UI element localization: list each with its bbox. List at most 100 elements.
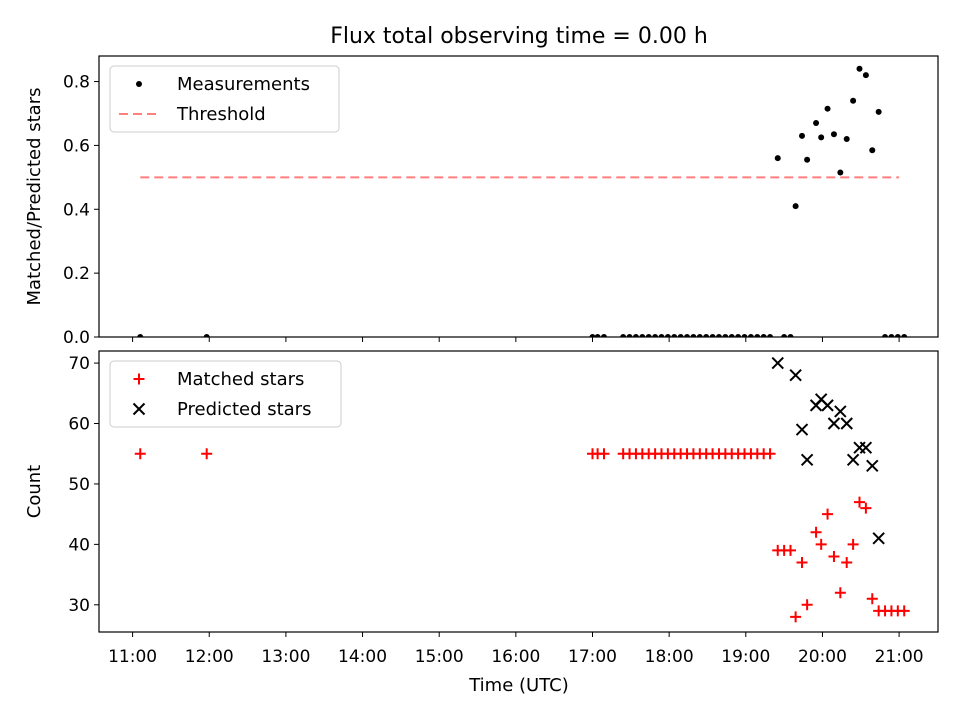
measurement-point	[818, 134, 825, 141]
measurement-point	[830, 131, 837, 138]
x-tick-label: 12:00	[185, 647, 234, 667]
matched-star-point	[598, 448, 610, 460]
plot-area	[134, 356, 910, 623]
measurement-point	[850, 97, 857, 104]
y-axis-label: Matched/Predicted stars	[24, 88, 45, 306]
measurement-point	[722, 334, 729, 337]
series-predicted-stars	[771, 356, 885, 545]
x-tick-label: 20:00	[798, 647, 847, 667]
measurement-point	[837, 169, 844, 176]
measurement-point	[901, 334, 908, 337]
x-tick-label: 11:00	[108, 647, 157, 667]
measurement-point	[684, 334, 691, 337]
predicted-star-point	[821, 399, 834, 412]
measurement-point	[709, 334, 716, 337]
y-tick-label: 0.2	[63, 264, 90, 284]
measurement-point	[804, 156, 811, 163]
y-tick-label: 50	[68, 475, 90, 495]
legend-label: Threshold	[176, 104, 266, 125]
measurement-point	[799, 132, 806, 139]
measurement-point	[824, 105, 831, 112]
measurement-point	[632, 334, 639, 337]
y-tick-label: 0.4	[63, 200, 90, 220]
x-tick-label: 16:00	[491, 647, 540, 667]
predicted-star-point	[827, 417, 841, 430]
y-tick-label: 60	[68, 415, 90, 435]
panel-2: 11:00 12:00 13:00 14:00 15:00 16:00 17:00 18:00…	[24, 350, 939, 667]
measurement-point	[882, 334, 889, 337]
measurement-point	[760, 334, 767, 337]
matched-star-point	[847, 538, 859, 550]
measurement-point	[664, 334, 671, 337]
legend-box	[109, 65, 340, 133]
predicted-star-point	[859, 441, 873, 454]
legend-entry: Threshold	[119, 104, 266, 125]
measurement-point	[677, 334, 684, 337]
measurement-point	[639, 334, 646, 337]
predicted-star-point	[840, 417, 853, 430]
x-tick-label: 14:00	[338, 647, 387, 667]
legend-x-swatch	[132, 402, 146, 416]
legend-dot-swatch	[136, 81, 142, 87]
legend-plus-swatch	[133, 373, 145, 385]
matched-star-point	[834, 587, 846, 599]
chart-title: Flux total observing time = 0.00 h	[330, 24, 708, 49]
panel-1: 0.0 0.2 0.4 0.6 0.8 Matched/Predicted stars Me…	[24, 55, 939, 348]
measurement-point	[620, 334, 627, 337]
y-tick-label: 30	[68, 596, 90, 616]
x-tick-label: 21:00	[875, 647, 924, 667]
matched-star-point	[790, 611, 802, 623]
predicted-star-point	[795, 423, 809, 436]
measurement-point	[589, 334, 596, 337]
measurement-point	[600, 334, 607, 337]
legend-entry: Predicted stars	[132, 399, 311, 420]
x-axis-label: Time (UTC)	[468, 675, 569, 696]
measurement-point	[645, 334, 652, 337]
x-tick-label: 18:00	[645, 647, 694, 667]
measurement-point	[747, 334, 754, 337]
measurement-point	[735, 334, 742, 337]
measurement-point	[690, 334, 697, 337]
series-measurements	[137, 65, 908, 337]
y-tick-label: 0.6	[63, 136, 90, 156]
measurement-point	[862, 72, 869, 79]
measurement-point	[787, 334, 794, 337]
legend-label: Matched stars	[177, 369, 304, 390]
measurement-point	[781, 334, 788, 337]
axes-frame	[98, 55, 939, 338]
matched-star-point	[796, 557, 808, 569]
matched-star-point	[866, 593, 878, 605]
matched-star-point	[764, 448, 776, 460]
y-tick-label: 70	[68, 354, 90, 374]
plot-area	[137, 65, 908, 337]
matched-star-point	[201, 448, 213, 460]
y-tick-label: 0.8	[63, 73, 90, 93]
legend: Matched stars Predicted stars	[109, 360, 342, 428]
y-tick-label: 0.0	[63, 328, 90, 348]
matched-star-point	[801, 599, 813, 611]
predicted-star-point	[789, 368, 802, 382]
axes-frame	[98, 350, 939, 633]
measurement-point	[203, 334, 210, 337]
measurement-point	[813, 120, 820, 127]
measurement-point	[869, 147, 876, 154]
predicted-star-point	[800, 453, 814, 466]
legend-box	[109, 360, 342, 428]
measurement-point	[652, 334, 659, 337]
measurement-point	[696, 334, 703, 337]
matched-star-point	[822, 508, 834, 520]
matched-star-point	[898, 605, 910, 617]
measurement-point	[843, 136, 850, 143]
measurement-point	[137, 334, 144, 337]
predicted-star-point	[834, 405, 847, 418]
x-tick-label: 19:00	[721, 647, 770, 667]
measurement-point	[875, 108, 882, 115]
matched-star-point	[841, 557, 853, 569]
predicted-star-point	[771, 356, 784, 370]
matched-star-point	[828, 550, 840, 562]
predicted-star-point	[872, 532, 885, 545]
measurement-point	[594, 334, 601, 337]
measurement-point	[626, 334, 633, 337]
x-tick-label: 13:00	[261, 647, 310, 667]
